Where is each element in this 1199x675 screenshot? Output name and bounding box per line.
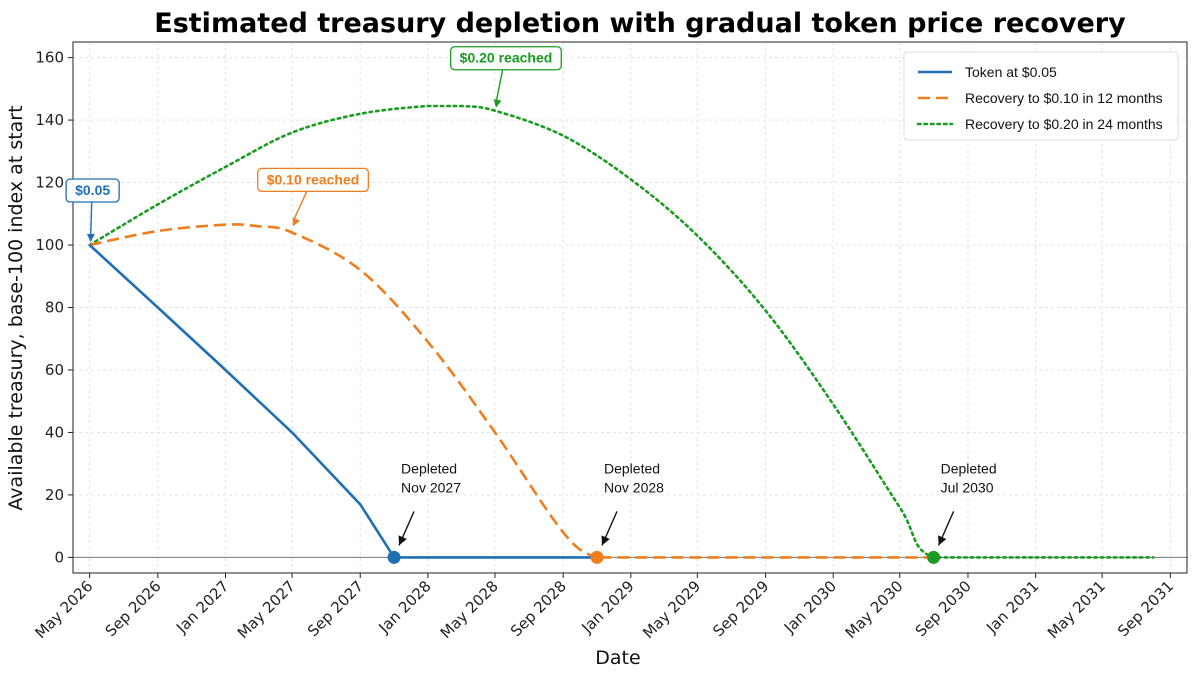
x-tick-label: Jan 2028 [375, 577, 435, 637]
y-axis-label: Available treasury, base-100 index at st… [5, 105, 27, 510]
price-callout-label-1: $0.05 [75, 182, 110, 198]
x-tick-label: May 2027 [234, 577, 299, 642]
depletion-date-3: Jul 2030 [941, 479, 994, 495]
y-tick-label: 60 [45, 361, 64, 379]
x-tick-label: May 2028 [437, 577, 502, 642]
x-axis-label: Date [595, 647, 640, 669]
x-tick-label: Jan 2027 [172, 577, 232, 637]
annotations: Depleted Nov 2027 Depleted Nov 2028 Depleted… [65, 46, 997, 564]
depletion-arrowhead-1 [398, 535, 407, 546]
y-tick-label: 40 [45, 423, 64, 441]
y-tick-label: 140 [35, 111, 64, 129]
y-tick-label: 0 [54, 548, 64, 566]
price-callout-arrowhead-3 [493, 99, 502, 108]
price-callout-arrowhead-2 [292, 217, 300, 227]
depletion-marker-2 [590, 550, 604, 564]
x-tick-label: Jan 2030 [780, 577, 840, 637]
x-tick-label: Sep 2028 [507, 577, 570, 640]
depletion-date-2: Nov 2028 [604, 479, 664, 495]
grid [73, 42, 1187, 573]
x-tick-label: May 2031 [1044, 577, 1109, 642]
depletion-label-1: Depleted [401, 460, 457, 476]
depletion-marker-3 [927, 550, 941, 564]
y-tick-label: 80 [45, 299, 64, 317]
y-tick-label: 120 [35, 174, 64, 192]
series-line-3 [88, 104, 1155, 559]
x-tick-label: May 2030 [842, 577, 907, 642]
x-tick-label: May 2029 [639, 577, 704, 642]
legend-label-1: Token at $0.05 [965, 64, 1057, 80]
price-callout-label-3: $0.20 reached [460, 50, 553, 66]
price-callout-arrow-2 [292, 191, 308, 222]
price-callout-arrowhead-1 [86, 233, 95, 243]
x-tick-label: Jan 2031 [982, 577, 1042, 637]
legend-label-2: Recovery to $0.10 in 12 months [965, 90, 1163, 106]
price-callout-box-3 [450, 46, 562, 71]
series-lines [88, 104, 1155, 559]
price-callout-label-2: $0.10 reached [267, 171, 360, 187]
price-callout-box-1 [65, 178, 120, 203]
price-callout-arrow-3 [495, 69, 504, 103]
depletion-label-3: Depleted [941, 460, 997, 476]
y-tick-label: 20 [45, 486, 64, 504]
x-tick-label: Sep 2031 [1114, 577, 1177, 640]
y-tick-label: 160 [35, 49, 64, 67]
x-tick-label: Sep 2029 [709, 577, 772, 640]
x-tick-label: Jan 2029 [578, 577, 638, 637]
price-callout-arrow-1 [89, 202, 93, 238]
x-tick-label: Sep 2030 [912, 577, 975, 640]
series-line-1 [88, 244, 597, 559]
depletion-marker-1 [387, 550, 401, 564]
depletion-arrowhead-2 [601, 535, 610, 546]
depletion-arrowhead-3 [938, 535, 947, 546]
depletion-label-2: Depleted [604, 460, 660, 476]
chart-title: Estimated treasury depletion with gradua… [154, 8, 1126, 39]
x-tick-label: May 2026 [31, 577, 96, 642]
legend-box [903, 51, 1179, 141]
series-line-2 [89, 223, 934, 559]
price-callout-box-2 [257, 167, 369, 193]
legend: Token at $0.05 Recovery to $0.10 in 12 mo… [903, 51, 1179, 141]
legend-label-3: Recovery to $0.20 in 24 months [965, 116, 1163, 132]
y-tick-label: 100 [35, 236, 64, 254]
x-tick-label: Sep 2027 [304, 577, 367, 640]
x-tick-label: Sep 2026 [102, 577, 165, 640]
depletion-date-1: Nov 2027 [401, 479, 461, 495]
